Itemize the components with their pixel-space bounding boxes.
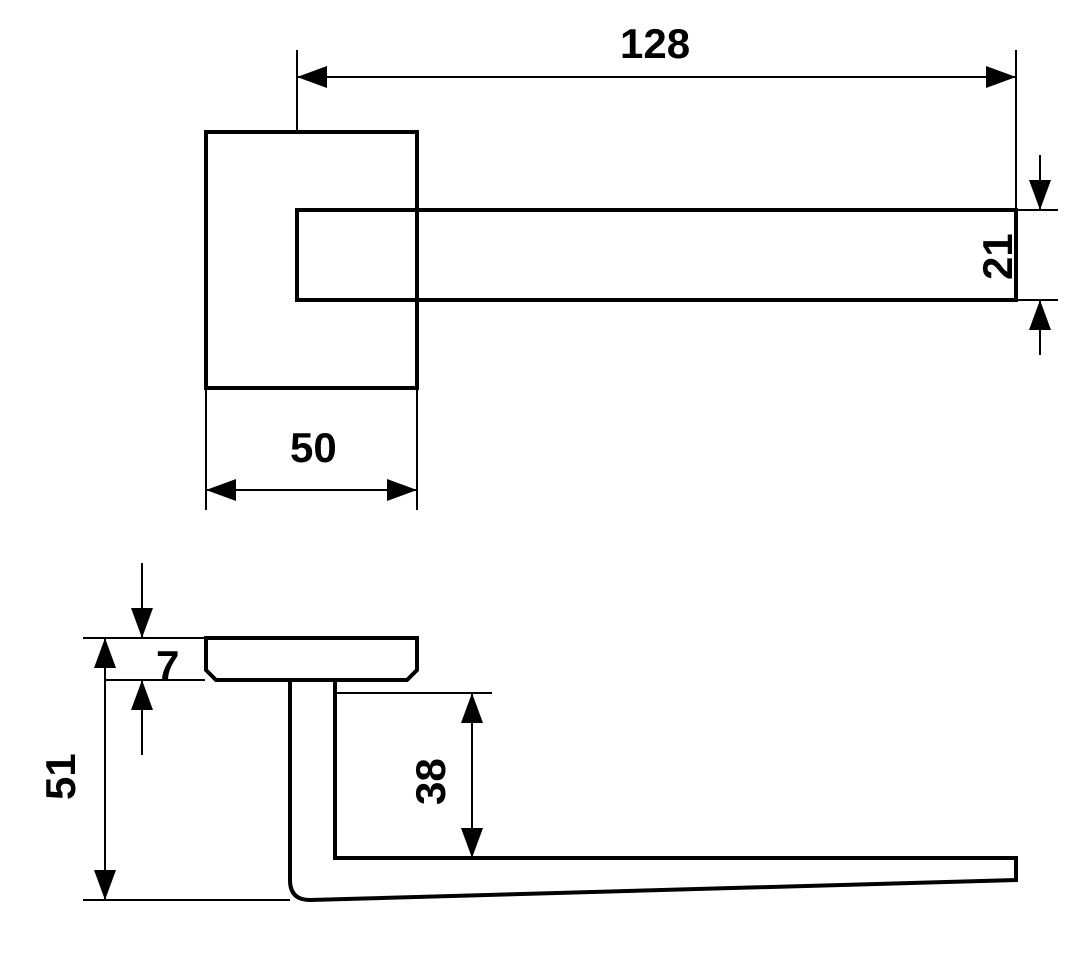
side-view — [206, 638, 1016, 900]
top-view — [206, 132, 1016, 388]
dim-50: 50 — [290, 424, 337, 471]
dim-51: 51 — [37, 753, 84, 800]
dim-128: 128 — [620, 20, 690, 67]
dim-38: 38 — [407, 758, 454, 805]
dim-7: 7 — [156, 642, 179, 689]
engineering-drawing: 128 21 50 7 38 51 — [0, 0, 1080, 965]
dim-21: 21 — [974, 233, 1021, 280]
